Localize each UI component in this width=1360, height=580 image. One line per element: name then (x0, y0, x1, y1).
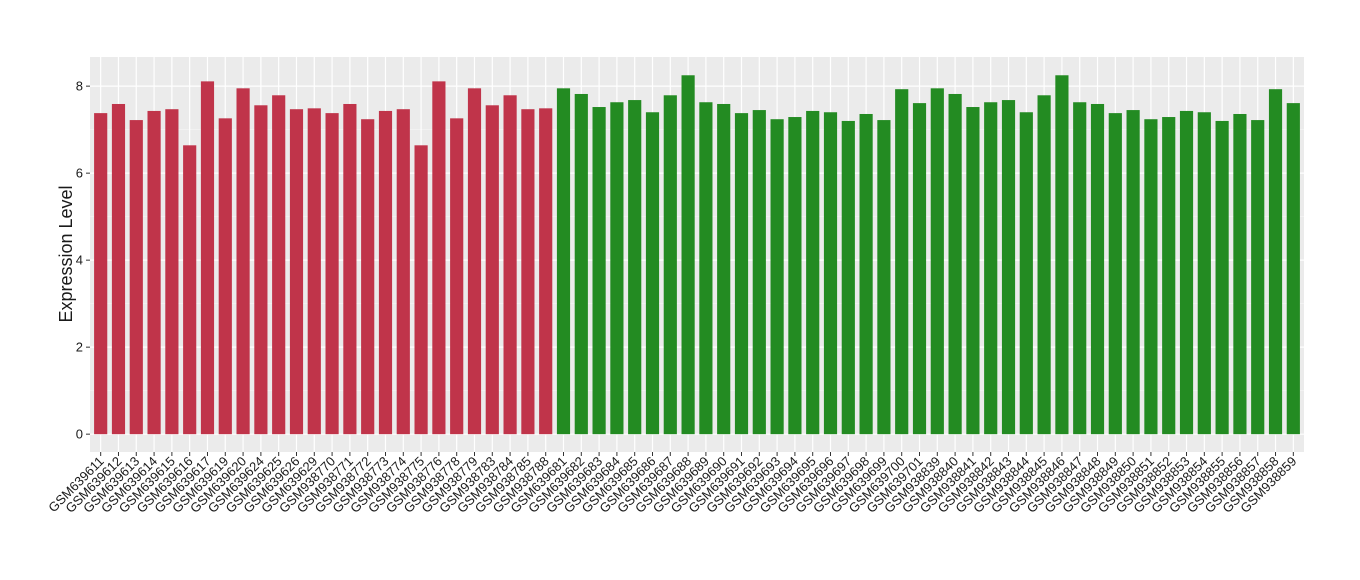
bar (272, 95, 286, 435)
y-axis-label: Expression Level (56, 185, 76, 322)
bar (895, 89, 909, 435)
bar (645, 112, 660, 435)
bar (948, 93, 962, 435)
bar (343, 103, 357, 435)
y-tick-label: 8 (76, 79, 83, 94)
bar (485, 105, 499, 435)
bar (1268, 89, 1283, 435)
bar (521, 109, 535, 435)
bar (1144, 119, 1158, 435)
bar (361, 119, 375, 435)
bar (396, 109, 410, 435)
bar (966, 107, 980, 435)
bar (165, 109, 179, 435)
bar (1090, 103, 1105, 435)
bar (200, 81, 215, 435)
bar (912, 103, 927, 435)
bar (289, 109, 304, 435)
bar (788, 117, 802, 435)
bar (94, 113, 108, 435)
bar (752, 110, 766, 435)
bar (1037, 95, 1051, 435)
y-tick-label: 0 (76, 427, 83, 442)
bar (628, 100, 642, 435)
bar (734, 113, 749, 435)
bar (450, 118, 464, 435)
bar (610, 102, 624, 435)
bar (1197, 112, 1211, 435)
bar (254, 105, 268, 435)
bar (1001, 100, 1016, 435)
bar (859, 113, 873, 435)
bar (183, 145, 197, 435)
bar (1108, 113, 1122, 435)
bar (841, 120, 855, 435)
bar (1251, 120, 1265, 435)
bar (1233, 113, 1247, 435)
bar (503, 95, 517, 435)
bar (663, 95, 677, 435)
bar (414, 145, 428, 435)
bar (984, 102, 998, 435)
bar (1073, 102, 1087, 435)
bar (717, 103, 731, 435)
bar (1286, 103, 1300, 435)
bar (218, 118, 232, 435)
bar (574, 93, 588, 435)
bar (1019, 112, 1033, 435)
bar (1215, 120, 1229, 435)
bar (556, 88, 571, 435)
bar (467, 88, 482, 435)
bar (877, 120, 891, 435)
bar (1179, 110, 1194, 435)
bar (930, 88, 944, 435)
bar (539, 108, 553, 435)
bar (770, 119, 784, 435)
bar (681, 75, 695, 435)
y-tick-label: 4 (76, 253, 83, 268)
bar (823, 112, 838, 435)
bar (432, 81, 446, 435)
bar (806, 110, 820, 435)
bar (111, 103, 126, 435)
bar (1126, 110, 1140, 435)
bar (1162, 117, 1176, 435)
y-tick-label: 6 (76, 166, 83, 181)
y-tick-label: 2 (76, 340, 83, 355)
bar (129, 120, 143, 435)
bar (592, 107, 606, 435)
bar (236, 88, 250, 435)
bar (699, 102, 713, 435)
bar (307, 108, 321, 435)
bar (1055, 75, 1069, 435)
bar (378, 110, 393, 435)
bar (147, 110, 161, 435)
bar (325, 113, 339, 435)
